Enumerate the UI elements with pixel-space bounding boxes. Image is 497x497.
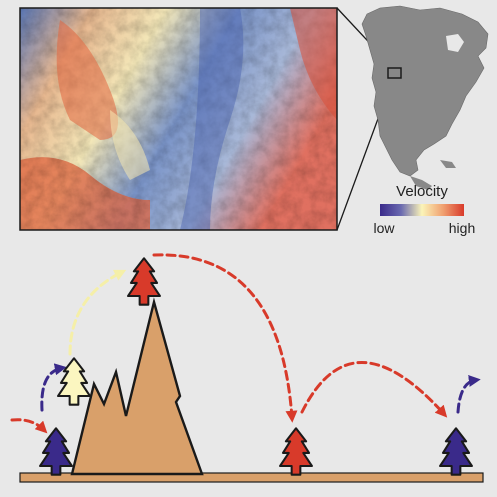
ground [19, 472, 484, 483]
velocity-map [19, 7, 338, 231]
tree-pale-slope [57, 357, 91, 406]
tree-purple-left [39, 427, 73, 476]
arrow-red-middle-to-right [300, 361, 448, 418]
legend-low-label: low [373, 220, 395, 236]
north-america-map [361, 5, 489, 190]
arrow-pale-to-summit [68, 269, 127, 356]
arrow-purple-to-slope [40, 363, 67, 412]
mountain [70, 297, 204, 476]
tree-purple-right [439, 427, 473, 476]
legend-high-label: high [449, 220, 475, 236]
arrow-red-incoming [10, 418, 48, 434]
tree-red-middle [279, 427, 313, 476]
arrow-red-summit-to-middle [152, 253, 298, 423]
arrow-purple-outgoing [456, 374, 481, 414]
velocity-legend: Velocity low high [373, 183, 475, 236]
dispersal-arrows [10, 253, 481, 434]
study-area-box [387, 67, 402, 79]
legend-colorbar [380, 204, 464, 216]
legend-title: Velocity [396, 183, 448, 200]
tree-red-summit [127, 257, 161, 306]
